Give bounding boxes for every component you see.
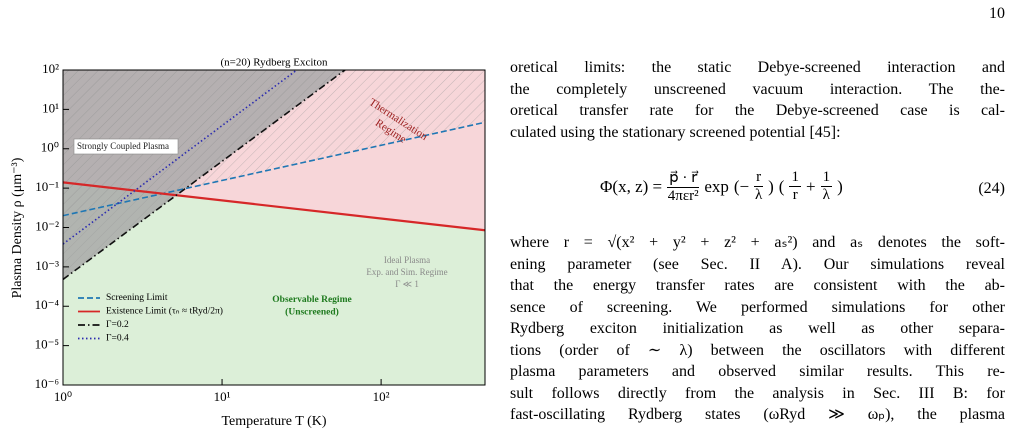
equation-text: exp bbox=[704, 176, 729, 196]
x-axis-label: Temperature T (K) bbox=[221, 414, 326, 429]
equation-number: (24) bbox=[978, 180, 1005, 197]
equation-text: (− bbox=[733, 176, 750, 196]
y-tick-label: 10⁻¹ bbox=[35, 179, 59, 194]
y-tick-label: 10¹ bbox=[42, 100, 59, 115]
denominator: r bbox=[792, 187, 798, 203]
text-line: sence of screening. We performed simulat… bbox=[510, 298, 1005, 316]
y-tick-label: 10² bbox=[42, 61, 59, 76]
annotation-box bbox=[73, 138, 179, 155]
equation-text: ( bbox=[778, 176, 785, 196]
text-line: oretical limits: the static Debye-screen… bbox=[510, 59, 1005, 76]
plot-area bbox=[63, 70, 485, 385]
y-tick-label: 10⁻³ bbox=[35, 258, 59, 273]
text-line: where r = √(x² + y² + z² + aₛ²) and aₛ d… bbox=[510, 234, 1005, 251]
text-line: sult follows directly from the analysis … bbox=[510, 384, 1005, 402]
fraction: p⃗ · r⃗ 4πεr² bbox=[667, 168, 700, 205]
equation-text: Φ(x, z) = bbox=[600, 176, 663, 196]
annotation: (Unscreened) bbox=[285, 307, 339, 318]
y-tick-label: 10⁰ bbox=[41, 140, 59, 155]
x-tick-label: 10⁰ bbox=[54, 389, 72, 404]
x-tick-label: 10¹ bbox=[214, 389, 231, 404]
legend-label: Γ=0.4 bbox=[106, 334, 129, 344]
annotation: Observable Regime bbox=[272, 295, 351, 305]
annotation: Exp. and Sim. Regime bbox=[366, 267, 447, 277]
chart: (n=20) Rydberg Exciton Temperature T (K)… bbox=[10, 57, 486, 429]
equation-text: + bbox=[805, 176, 816, 196]
text-line: plasma parameters and observed similar r… bbox=[510, 363, 1005, 380]
equation-text: ) bbox=[837, 176, 843, 196]
y-tick-label: 10⁻² bbox=[35, 218, 59, 233]
text-line: tions (order of ∼ λ) between the oscilla… bbox=[510, 341, 1005, 359]
legend-label: Γ=0.2 bbox=[106, 320, 129, 330]
numerator: p⃗ · r⃗ bbox=[667, 170, 700, 188]
numerator: 1 bbox=[820, 169, 833, 187]
series-line bbox=[63, 121, 485, 217]
x-tick-label: 10² bbox=[373, 389, 390, 404]
y-tick-label: 10⁻⁴ bbox=[35, 297, 60, 312]
series-line bbox=[63, 181, 485, 232]
text-line: ening parameter (see Sec. II A). Our sim… bbox=[510, 255, 1005, 273]
text-line: Rydberg exciton initialization as well a… bbox=[510, 320, 1005, 337]
text-line: the completely unscreened vacuum interac… bbox=[510, 80, 1005, 98]
text-line: culated using the stationary screened po… bbox=[510, 123, 841, 141]
y-tick-label: 10⁻⁶ bbox=[35, 376, 59, 391]
numerator: 1 bbox=[789, 169, 801, 187]
annotation: Ideal Plasma bbox=[384, 255, 430, 265]
y-axis-label: Plasma Density ρ (μm⁻³) bbox=[10, 157, 25, 298]
equation-text: ) bbox=[768, 176, 774, 196]
page-number: 10 bbox=[989, 5, 1005, 22]
series-line bbox=[63, 70, 298, 245]
y-tick-label: 10⁻⁵ bbox=[35, 337, 59, 352]
chart-title: (n=20) Rydberg Exciton bbox=[221, 57, 328, 69]
annotation: Strongly Coupled Plasma bbox=[77, 141, 169, 151]
text-line: oretical transfer rate for the Debye-scr… bbox=[510, 102, 1005, 119]
denominator: λ bbox=[822, 187, 830, 203]
text-line: that the energy transfer rates are consi… bbox=[510, 277, 1005, 294]
legend-label: Screening Limit bbox=[106, 293, 168, 303]
text-line: fast-oscillating Rydberg states (ωRyd ≫ … bbox=[510, 406, 1005, 423]
equation: Φ(x, z) = p⃗ · r⃗ 4πεr² exp (− r λ)(1 r +1 λ) bbox=[600, 168, 843, 205]
legend-label: Existence Limit (τₙ ≈ tRyd/2π) bbox=[106, 306, 223, 317]
series-line bbox=[63, 70, 346, 281]
denominator: 4πεr² bbox=[667, 188, 699, 204]
denominator: λ bbox=[754, 187, 763, 203]
numerator: r bbox=[754, 169, 764, 187]
annotation: Γ ≪ 1 bbox=[395, 279, 419, 289]
